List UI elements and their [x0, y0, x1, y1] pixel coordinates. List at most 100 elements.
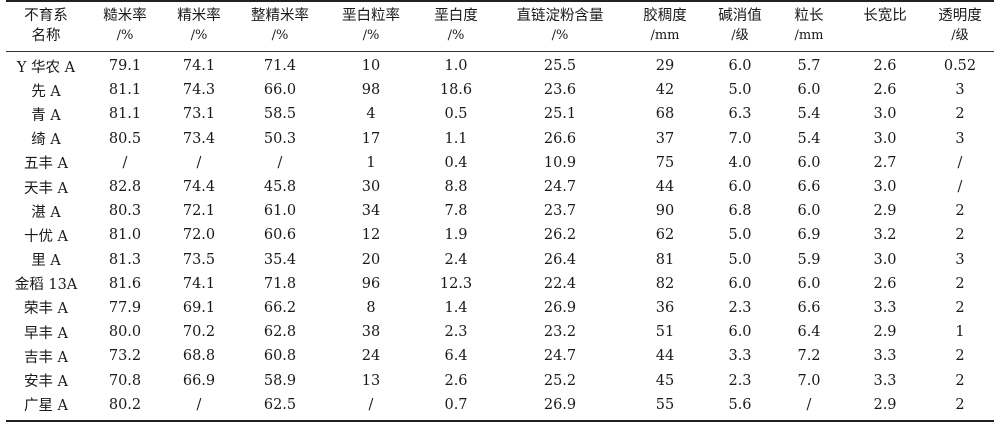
table-cell: 73.2	[108, 348, 142, 365]
table-cell: 0.7	[416, 392, 496, 422]
table-cell: 81.6	[108, 275, 142, 292]
table-cell: 3	[955, 251, 965, 268]
table-cell: 25.5	[543, 58, 577, 75]
table-cell: 45	[655, 372, 675, 389]
table-cell: 12.3	[439, 275, 473, 292]
table-cell: 2	[955, 203, 965, 220]
table-cell: 75	[655, 154, 675, 171]
line-name-cell: 金稻 13A	[14, 277, 78, 294]
table-cell: 26.6	[543, 130, 577, 147]
line-name-cell: 吉丰 A	[23, 349, 69, 366]
table-cell: 30	[361, 179, 381, 196]
table-cell: 6.0	[797, 154, 821, 171]
table-cell: 6.0	[797, 203, 821, 220]
table-cell: 2	[955, 275, 965, 292]
table-cell: 74.1	[182, 275, 216, 292]
table-cell: 69.1	[182, 299, 216, 316]
table-cell: 10.9	[543, 154, 577, 171]
line-name-cell: 安丰 A	[23, 374, 69, 391]
column-header-unit: /%	[234, 26, 326, 52]
table-cell: 6.8	[728, 203, 752, 220]
table-cell: 82.8	[108, 179, 142, 196]
table-row: 青 A 81.1 73.1 58.5 4 0.5 25.1 68 6.3 5.4 3.0 2	[6, 102, 994, 126]
table-cell: 62	[655, 227, 675, 244]
table-cell: /	[326, 392, 416, 422]
table-cell: 80.5	[108, 130, 142, 147]
table-cell: 3.2	[873, 227, 897, 244]
table-cell: 70.8	[108, 372, 142, 389]
line-name-cell: 早丰 A	[23, 325, 69, 342]
table-row: 早丰 A 80.0 70.2 62.8 38 2.3 23.2 51 6.0 6.4 2.9 1	[6, 320, 994, 344]
table-cell: 71.4	[263, 58, 297, 75]
table-cell: 3.3	[873, 372, 897, 389]
table-cell: 26.2	[543, 227, 577, 244]
table-cell: 2.6	[873, 275, 897, 292]
table-cell: 68	[655, 106, 675, 123]
table-cell: 2	[926, 392, 994, 422]
table-cell: 25.2	[543, 372, 577, 389]
table-cell: 18.6	[439, 82, 473, 99]
table-cell: 1.0	[444, 58, 468, 75]
table-cell: 2.7	[873, 154, 897, 171]
table-cell: 80.0	[108, 324, 142, 341]
table-cell: 20	[361, 251, 381, 268]
rice-quality-table: 不育系 糙米率 精米率 整精米率 垩白粒率 垩白度 直链淀粉含量 胶稠度 碱消值 粒长 长宽比 透明度…	[6, 0, 994, 422]
table-cell: 6.0	[728, 58, 752, 75]
table-cell: /	[957, 179, 963, 196]
table-cell: 26.4	[543, 251, 577, 268]
table-header: 不育系 糙米率 精米率 整精米率 垩白粒率 垩白度 直链淀粉含量 胶稠度 碱消值 粒长 长宽比 透明度…	[6, 0, 994, 52]
line-name-cell: Y 华农 A	[16, 59, 76, 76]
column-header: 糙米率	[86, 0, 164, 26]
table-cell: 62.8	[263, 324, 297, 341]
table-cell: 2.9	[873, 324, 897, 341]
line-name-cell: 荣丰 A	[23, 301, 69, 318]
table-cell: 66.2	[263, 299, 297, 316]
table-cell: 7.0	[797, 372, 821, 389]
table-cell: 2.6	[873, 58, 897, 75]
table-cell: 51	[655, 324, 675, 341]
table-cell: 3.3	[873, 348, 897, 365]
table-cell: 23.7	[543, 203, 577, 220]
table-row: 里 A 81.3 73.5 35.4 20 2.4 26.4 81 5.0 5.9 3.0 3	[6, 248, 994, 272]
table-cell: 66.0	[263, 82, 297, 99]
table-cell: 79.1	[108, 58, 142, 75]
table-cell: 2.3	[728, 299, 752, 316]
table-cell: 3.0	[873, 130, 897, 147]
table-cell: 2.3	[444, 324, 468, 341]
table-cell: 44	[655, 179, 675, 196]
table-cell: 77.9	[108, 299, 142, 316]
table-cell: 1.4	[444, 299, 468, 316]
column-header: 垩白度	[416, 0, 496, 26]
table-cell: 26.9	[496, 392, 624, 422]
column-header: 精米率	[164, 0, 234, 26]
table-cell: 29	[655, 58, 675, 75]
column-header: 透明度	[926, 0, 994, 26]
table-cell: 3.3	[873, 299, 897, 316]
table-cell: 55	[624, 392, 706, 422]
table-cell: 6.0	[797, 82, 821, 99]
table-cell: 5.9	[797, 251, 821, 268]
table-cell: 6.0	[728, 275, 752, 292]
table-cell: 3.0	[873, 179, 897, 196]
table-cell: 13	[361, 372, 381, 389]
table-cell: /	[957, 154, 963, 171]
table-cell: 81.0	[108, 227, 142, 244]
table-cell: 6.9	[797, 227, 821, 244]
table-cell: 2.9	[844, 392, 926, 422]
table-cell: 36	[655, 299, 675, 316]
table-cell: 81.1	[108, 82, 142, 99]
table-cell: 1.1	[444, 130, 468, 147]
table-cell: 71.8	[263, 275, 297, 292]
table-cell: 70.2	[182, 324, 216, 341]
table-cell: 2.3	[728, 372, 752, 389]
table-cell: /	[277, 154, 283, 171]
table-cell: 1	[366, 154, 376, 171]
table-cell: 38	[361, 324, 381, 341]
table-cell: 4.0	[728, 154, 752, 171]
table-cell: 24.7	[543, 179, 577, 196]
table-cell: 6.3	[728, 106, 752, 123]
column-header-unit: /级	[926, 26, 994, 52]
table-cell: 73.5	[182, 251, 216, 268]
column-header-unit: /%	[86, 26, 164, 52]
